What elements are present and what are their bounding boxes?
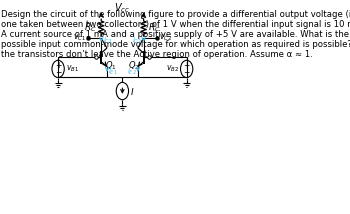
Text: −: − [183, 68, 190, 77]
Text: $Q_1$: $Q_1$ [105, 59, 116, 72]
Text: −: − [55, 68, 61, 77]
Text: +: + [55, 61, 61, 70]
Text: Design the circuit of the following figure to provide a differential output volt: Design the circuit of the following figu… [1, 10, 350, 19]
Text: +: + [183, 61, 190, 70]
Text: $v_{C2}$: $v_{C2}$ [159, 33, 172, 43]
Text: $Q_2$: $Q_2$ [128, 59, 140, 72]
Text: $R_C$: $R_C$ [84, 21, 97, 34]
Text: $I$: $I$ [130, 86, 134, 97]
Text: $v_{B2}$: $v_{B2}$ [166, 64, 179, 74]
Text: the transistors don’t leave the Active region of operation. Assume α ≈ 1.: the transistors don’t leave the Active r… [1, 49, 313, 58]
Text: $i_{E2}$: $i_{E2}$ [127, 67, 136, 77]
Text: one taken between two collectors) of 1 V when the differential input signal is 1: one taken between two collectors) of 1 V… [1, 20, 350, 29]
Text: A current source of 1 mA and a positive supply of +5 V are available. What is th: A current source of 1 mA and a positive … [1, 30, 350, 39]
Text: $i_{C2}$: $i_{C2}$ [132, 36, 141, 46]
Text: $i_{C1}$: $i_{C1}$ [103, 36, 113, 46]
Text: $i_{E1}$: $i_{E1}$ [108, 67, 118, 77]
Text: $R_C$: $R_C$ [148, 21, 160, 34]
Text: possible input common-mode voltage for which operation as required is possible? : possible input common-mode voltage for w… [1, 40, 350, 49]
Text: $v_{B1}$: $v_{B1}$ [66, 64, 79, 74]
Text: $v_{C1}$: $v_{C1}$ [73, 33, 86, 43]
Text: $V_{cc}$: $V_{cc}$ [114, 1, 131, 15]
